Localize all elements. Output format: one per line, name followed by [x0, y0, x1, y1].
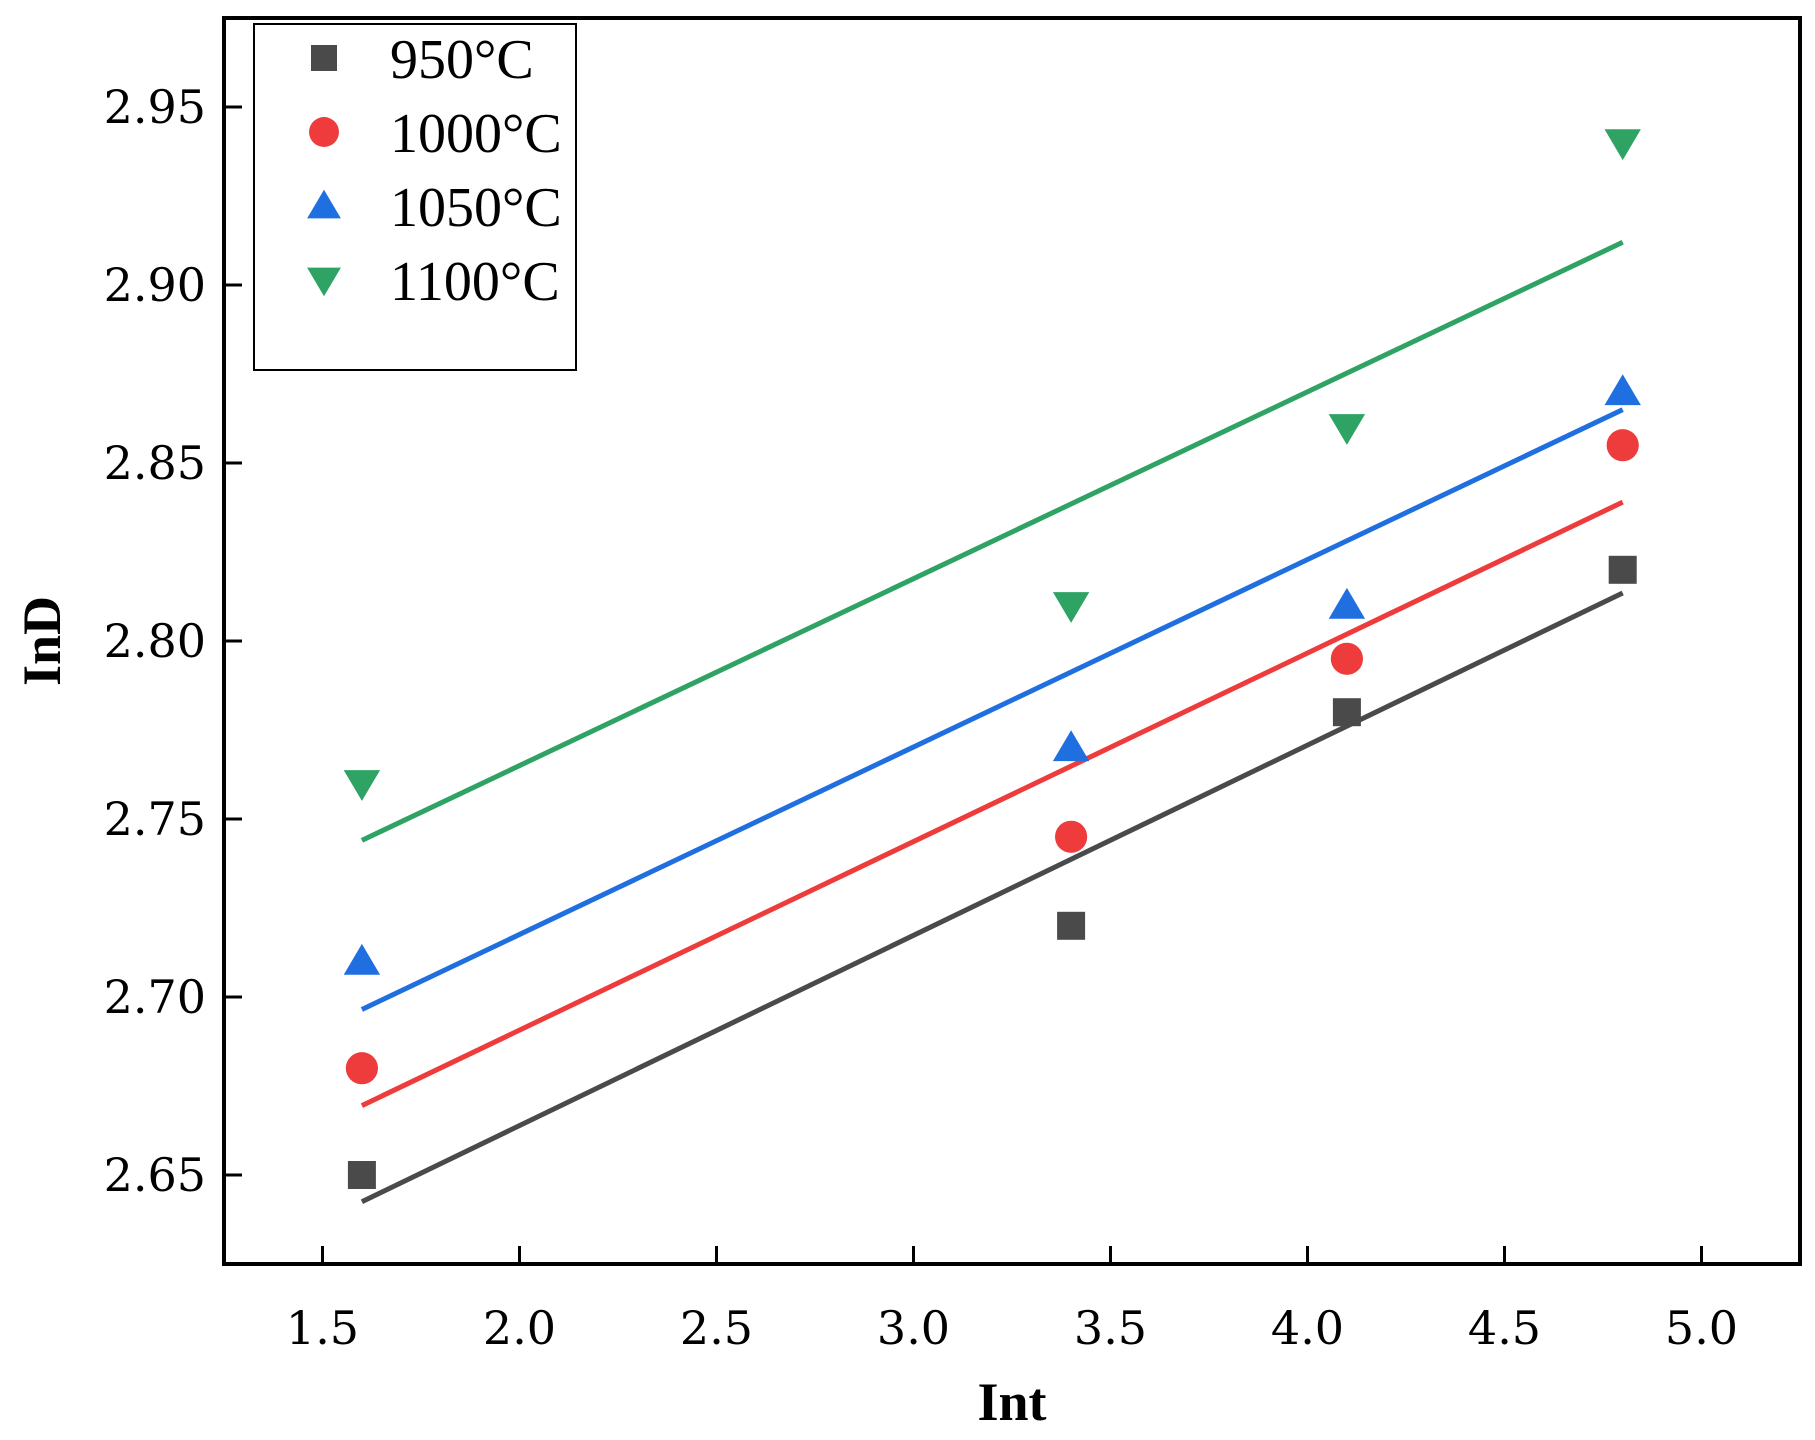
data-markers — [343, 129, 1641, 1189]
data-point-1050c — [1328, 587, 1366, 619]
data-point-1000c — [1606, 429, 1639, 462]
x-tick-label: 3.5 — [1074, 1301, 1147, 1355]
y-tick-label: 2.80 — [104, 614, 206, 668]
data-point-1050c — [1604, 374, 1641, 406]
x-tick-label: 5.0 — [1665, 1301, 1738, 1355]
data-point-1000c — [1055, 820, 1088, 853]
data-point-1100c — [1328, 414, 1366, 445]
legend-label-1100c: 1100°C — [390, 251, 560, 313]
legend-label-1050c: 1050°C — [390, 177, 562, 239]
data-point-950c — [1608, 555, 1637, 584]
y-axis-ticks: 2.65 2.70 2.75 2.80 2.85 2.90 2.95 — [104, 80, 242, 1202]
x-axis-title: Int — [977, 1372, 1046, 1432]
data-point-1050c — [343, 943, 381, 975]
legend: 950°C 1000°C 1050°C 1100°C — [253, 23, 577, 371]
legend-label-1000c: 1000°C — [390, 103, 562, 165]
y-tick-label: 2.65 — [104, 1148, 206, 1202]
data-point-1100c — [1052, 592, 1090, 623]
fit-line-1000c — [360, 499, 1624, 1108]
legend-marker-1000c — [309, 117, 339, 147]
fit-lines — [360, 240, 1624, 1204]
fit-line-950c — [360, 590, 1624, 1204]
data-point-950c — [347, 1161, 376, 1189]
x-tick-label: 1.5 — [286, 1301, 359, 1355]
x-tick-label: 4.5 — [1468, 1301, 1541, 1355]
legend-marker-1050c — [307, 189, 341, 219]
legend-marker-950c — [311, 45, 337, 71]
data-point-1050c — [1052, 730, 1090, 762]
data-point-950c — [1332, 698, 1361, 727]
x-tick-label: 3.0 — [877, 1301, 950, 1355]
data-point-1000c — [1330, 642, 1363, 675]
data-point-1100c — [1604, 129, 1641, 161]
y-tick-label: 2.95 — [104, 80, 206, 134]
x-axis-ticks: 1.5 2.0 2.5 3.0 3.5 4.0 4.5 5.0 — [286, 1246, 1738, 1355]
legend-label-950c: 950°C — [390, 29, 534, 91]
fit-line-1100c — [360, 240, 1624, 843]
y-tick-label: 2.90 — [104, 258, 206, 312]
y-axis-title: InD — [12, 596, 72, 686]
x-tick-label: 2.5 — [680, 1301, 753, 1355]
legend-box — [253, 23, 577, 371]
data-point-1100c — [343, 770, 381, 801]
x-tick-label: 2.0 — [483, 1301, 556, 1355]
data-point-950c — [1057, 911, 1086, 940]
x-tick-label: 4.0 — [1271, 1301, 1344, 1355]
data-point-1000c — [345, 1052, 378, 1085]
fit-line-1050c — [360, 407, 1624, 1012]
y-tick-label: 2.85 — [104, 436, 206, 490]
legend-marker-1100c — [307, 267, 341, 297]
y-tick-label: 2.75 — [104, 792, 206, 846]
y-tick-label: 2.70 — [104, 970, 206, 1024]
